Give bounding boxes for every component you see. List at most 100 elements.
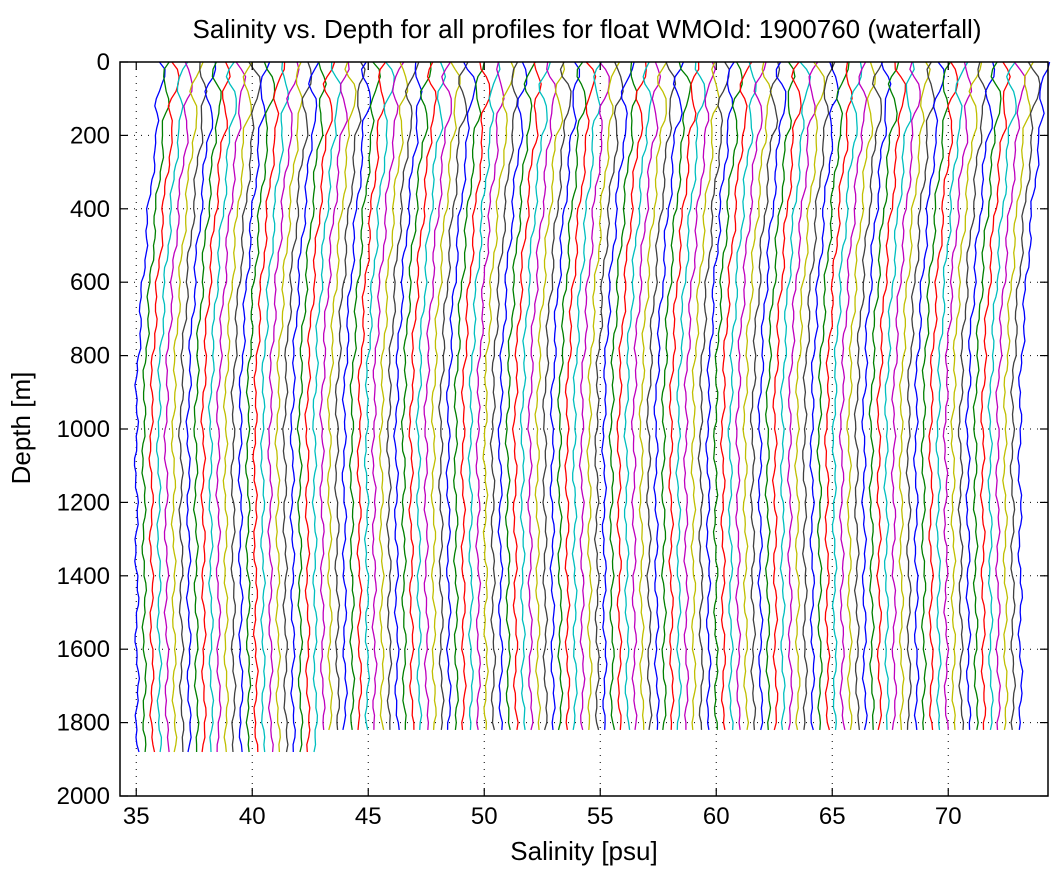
profile-line-51 <box>511 61 542 731</box>
profile-line-22 <box>296 61 327 753</box>
profile-line-80 <box>727 61 757 730</box>
profile-line-56 <box>549 61 581 730</box>
y-tick-label-3: 600 <box>70 269 110 296</box>
profile-line-82 <box>742 61 772 731</box>
profile-line-42 <box>445 61 477 730</box>
profile-line-26 <box>326 61 357 731</box>
profile-line-6 <box>178 61 208 753</box>
profile-line-44 <box>460 61 491 730</box>
profile-line-97 <box>853 61 884 730</box>
profile-line-2 <box>148 61 180 753</box>
profile-line-66 <box>623 61 653 730</box>
profile-line-9 <box>200 61 231 753</box>
profile-line-59 <box>571 61 603 731</box>
profile-line-41 <box>438 61 469 730</box>
profile-line-11 <box>215 61 247 753</box>
x-tick-label-3: 50 <box>471 803 498 830</box>
profile-line-0 <box>133 61 166 753</box>
profile-line-104 <box>905 61 936 730</box>
profile-line-106 <box>920 61 952 730</box>
profile-line-116 <box>995 61 1026 730</box>
profile-lines <box>133 61 1051 753</box>
profile-line-113 <box>972 61 1002 731</box>
profile-line-85 <box>764 61 796 730</box>
profile-line-107 <box>928 61 959 730</box>
profile-line-1 <box>141 61 170 753</box>
profile-line-108 <box>935 61 969 730</box>
y-axis-label: Depth [m] <box>6 372 36 485</box>
profile-line-40 <box>430 61 461 730</box>
profile-line-48 <box>489 61 519 731</box>
profile-line-30 <box>356 61 387 730</box>
profile-line-76 <box>697 61 730 730</box>
profile-line-15 <box>244 61 276 753</box>
x-tick-label-0: 35 <box>123 803 150 830</box>
profile-line-64 <box>608 61 638 731</box>
profile-line-86 <box>771 61 802 731</box>
profile-line-111 <box>957 61 987 730</box>
x-axis-label: Salinity [psu] <box>510 836 657 866</box>
profile-line-60 <box>578 61 610 731</box>
profile-line-4 <box>163 61 193 753</box>
x-tick-label-4: 55 <box>587 803 614 830</box>
profile-line-21 <box>289 61 320 753</box>
profile-line-69 <box>646 61 677 730</box>
profile-line-55 <box>542 61 572 731</box>
profile-line-8 <box>192 61 222 752</box>
profile-line-105 <box>913 61 945 730</box>
profile-line-72 <box>668 61 700 730</box>
profile-line-112 <box>964 61 996 730</box>
profile-line-94 <box>831 61 863 730</box>
profile-line-33 <box>378 61 409 731</box>
x-tick-label-2: 45 <box>355 803 382 830</box>
profile-line-47 <box>482 61 515 730</box>
profile-line-114 <box>979 61 1011 730</box>
profile-line-7 <box>185 61 217 753</box>
profile-line-50 <box>504 61 536 731</box>
profile-line-70 <box>653 61 685 730</box>
profile-line-91 <box>809 61 840 731</box>
profile-line-63 <box>601 61 635 730</box>
profile-line-65 <box>616 61 647 730</box>
profile-line-88 <box>786 61 819 731</box>
profile-line-118 <box>1009 61 1041 731</box>
profile-line-99 <box>868 61 900 730</box>
profile-line-35 <box>393 61 423 730</box>
profile-line-98 <box>861 61 892 731</box>
profile-line-32 <box>370 61 405 730</box>
profile-line-100 <box>876 61 907 731</box>
profile-line-43 <box>453 61 485 730</box>
profile-line-19 <box>274 61 304 753</box>
profile-line-57 <box>556 61 587 731</box>
x-axis: 35 40 45 50 55 60 65 70 <box>123 62 962 830</box>
profile-line-25 <box>319 61 350 730</box>
profile-line-31 <box>363 61 395 731</box>
profile-line-73 <box>675 61 706 730</box>
profile-line-37 <box>408 61 437 730</box>
profile-line-20 <box>282 61 313 753</box>
profile-line-16 <box>252 61 286 753</box>
profile-line-10 <box>207 61 237 753</box>
profile-line-58 <box>564 61 597 731</box>
profile-line-95 <box>838 61 868 731</box>
x-tick-label-1: 40 <box>239 803 266 830</box>
profile-line-71 <box>661 61 692 730</box>
profile-line-96 <box>846 61 876 731</box>
y-tick-label-9: 1800 <box>57 710 110 737</box>
profile-line-119 <box>1017 61 1051 730</box>
profile-line-34 <box>386 61 420 730</box>
profile-line-46 <box>475 61 505 731</box>
y-tick-label-10: 2000 <box>57 783 110 810</box>
profile-line-90 <box>802 61 836 730</box>
profile-line-24 <box>311 61 342 753</box>
x-tick-label-5: 60 <box>703 803 730 830</box>
profile-line-14 <box>237 61 271 753</box>
y-tick-label-7: 1400 <box>57 563 110 590</box>
profile-line-3 <box>155 61 189 753</box>
profile-line-54 <box>534 61 566 730</box>
profile-line-27 <box>334 61 366 730</box>
profile-line-109 <box>942 61 973 730</box>
y-tick-label-4: 800 <box>70 343 110 370</box>
profile-line-75 <box>690 61 720 730</box>
